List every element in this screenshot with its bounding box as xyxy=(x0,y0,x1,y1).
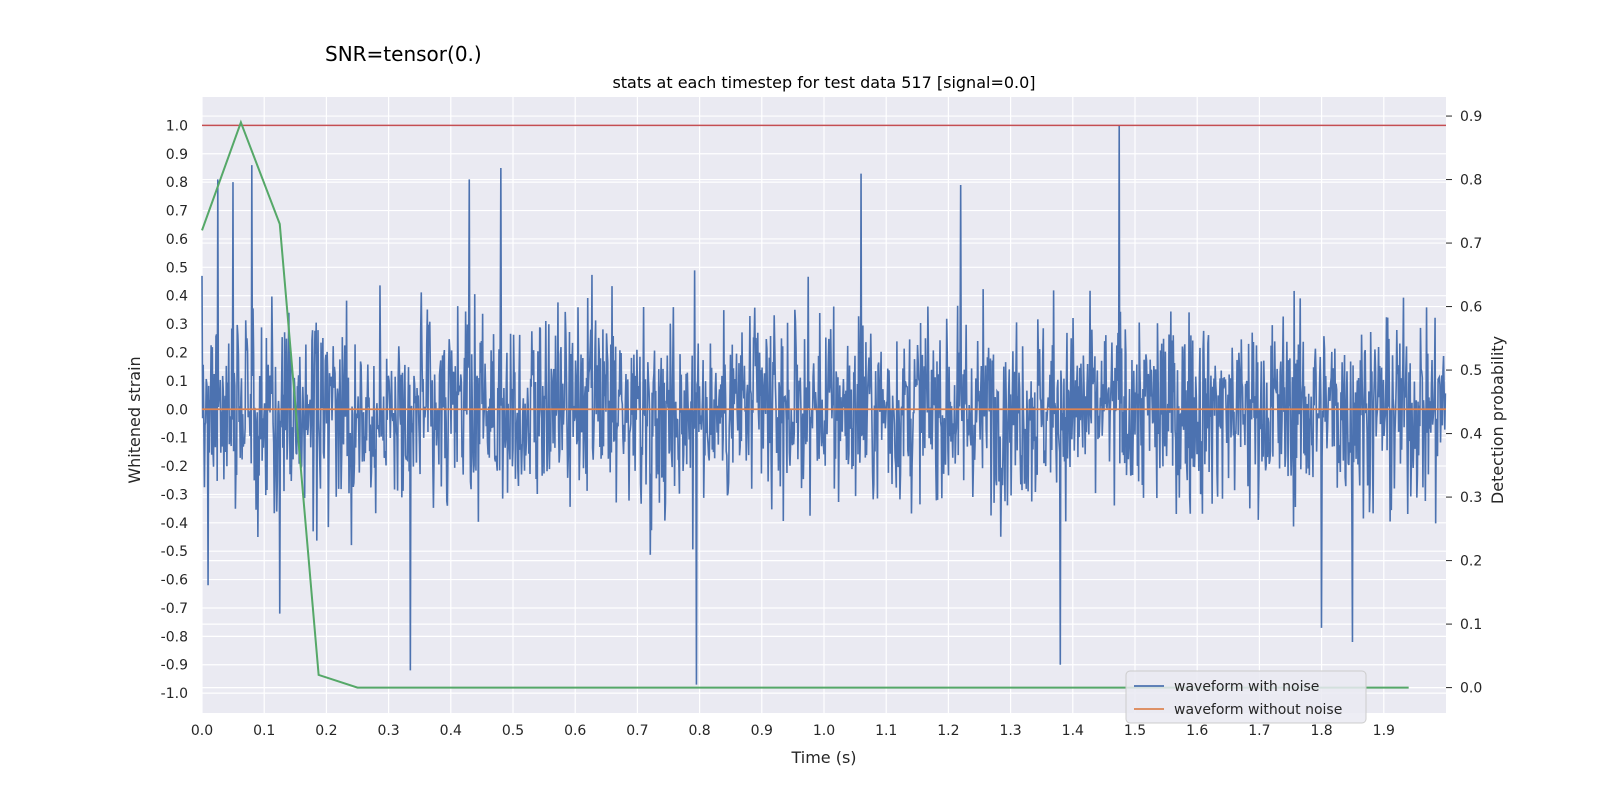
tick-layer: 0.0 0.1 0.2 0.3 0.4 0.5 0.6 0.7 0.8 0.9 1.0 1.1 1.2 1… xyxy=(161,109,1483,739)
x-tick-label: 1.9 xyxy=(1373,723,1395,739)
y-tick-label-left: 0.7 xyxy=(166,204,188,220)
x-tick-label: 1.2 xyxy=(937,723,959,739)
y-tick-label-right: 0.2 xyxy=(1460,554,1482,570)
x-tick-label: 0.5 xyxy=(502,723,524,739)
x-tick-label: 0.1 xyxy=(253,723,275,739)
x-tick-label: 0.4 xyxy=(440,723,462,739)
y-tick-label-left: -0.1 xyxy=(161,431,188,447)
x-axis-label: Time (s) xyxy=(790,748,856,767)
y-tick-label-right: 0.0 xyxy=(1460,681,1482,697)
y-tick-label-left: 0.8 xyxy=(166,175,188,191)
y-tick-label-left: 0.6 xyxy=(166,232,188,248)
figure-suptitle: SNR=tensor(0.) xyxy=(325,42,482,66)
y-tick-label-left: -0.7 xyxy=(161,601,188,617)
chart-title: stats at each timestep for test data 517… xyxy=(612,73,1035,92)
x-tick-label: 1.8 xyxy=(1310,723,1332,739)
y-tick-label-left: 0.0 xyxy=(166,402,188,418)
y-tick-label-left: -0.6 xyxy=(161,573,188,589)
y-tick-label-left: 0.5 xyxy=(166,260,188,276)
y-tick-label-right: 0.6 xyxy=(1460,300,1482,316)
x-tick-label: 0.9 xyxy=(751,723,773,739)
y-tick-label-left: -0.2 xyxy=(161,459,188,475)
series-detection-probability xyxy=(201,119,1409,689)
y-tick-label-left: -0.9 xyxy=(161,658,188,674)
y-axis-left-label: Whitened strain xyxy=(125,356,144,483)
legend: waveform with noise waveform without nois… xyxy=(1125,670,1367,724)
x-tick-label: 1.5 xyxy=(1124,723,1146,739)
y-axis-right-label: Detection probability xyxy=(1488,336,1507,504)
y-tick-label-left: -0.4 xyxy=(161,516,188,532)
y-tick-label-left: 0.2 xyxy=(166,345,188,361)
legend-label: waveform without noise xyxy=(1174,702,1342,718)
x-tick-label: 0.6 xyxy=(564,723,586,739)
x-tick-label: 1.4 xyxy=(1062,723,1084,739)
y-tick-label-left: -0.8 xyxy=(161,629,188,645)
y-tick-label-left: 0.3 xyxy=(166,317,188,333)
x-tick-label: 0.2 xyxy=(315,723,337,739)
x-tick-label: 1.0 xyxy=(813,723,835,739)
x-tick-label: 1.6 xyxy=(1186,723,1208,739)
x-tick-label: 1.3 xyxy=(999,723,1021,739)
series-layer xyxy=(201,119,1447,689)
legend-box xyxy=(1125,670,1367,724)
y-tick-label-left: -0.5 xyxy=(161,544,188,560)
y-tick-label-left: 0.1 xyxy=(166,374,188,390)
y-tick-label-right: 0.7 xyxy=(1460,236,1482,252)
x-tick-label: 1.1 xyxy=(875,723,897,739)
y-tick-label-right: 0.5 xyxy=(1460,363,1482,379)
x-tick-label: 0.8 xyxy=(688,723,710,739)
y-tick-label-right: 0.9 xyxy=(1460,109,1482,125)
y-tick-label-left: 0.4 xyxy=(166,289,188,305)
x-tick-label: 1.7 xyxy=(1248,723,1270,739)
x-tick-label: 0.7 xyxy=(626,723,648,739)
y-tick-label-left: 0.9 xyxy=(166,147,188,163)
y-tick-label-left: -1.0 xyxy=(161,686,188,702)
y-tick-label-left: -0.3 xyxy=(161,487,188,503)
y-tick-label-right: 0.1 xyxy=(1460,617,1482,633)
x-tick-label: 0.0 xyxy=(191,723,213,739)
series-waveform-with-noise xyxy=(201,125,1447,685)
grid-lines xyxy=(201,97,1446,713)
y-tick-label-left: 1.0 xyxy=(166,118,188,134)
y-tick-label-right: 0.8 xyxy=(1460,173,1482,189)
y-tick-label-right: 0.4 xyxy=(1460,427,1482,443)
legend-label: waveform with noise xyxy=(1174,679,1319,695)
y-tick-label-right: 0.3 xyxy=(1460,490,1482,506)
x-tick-label: 0.3 xyxy=(377,723,399,739)
